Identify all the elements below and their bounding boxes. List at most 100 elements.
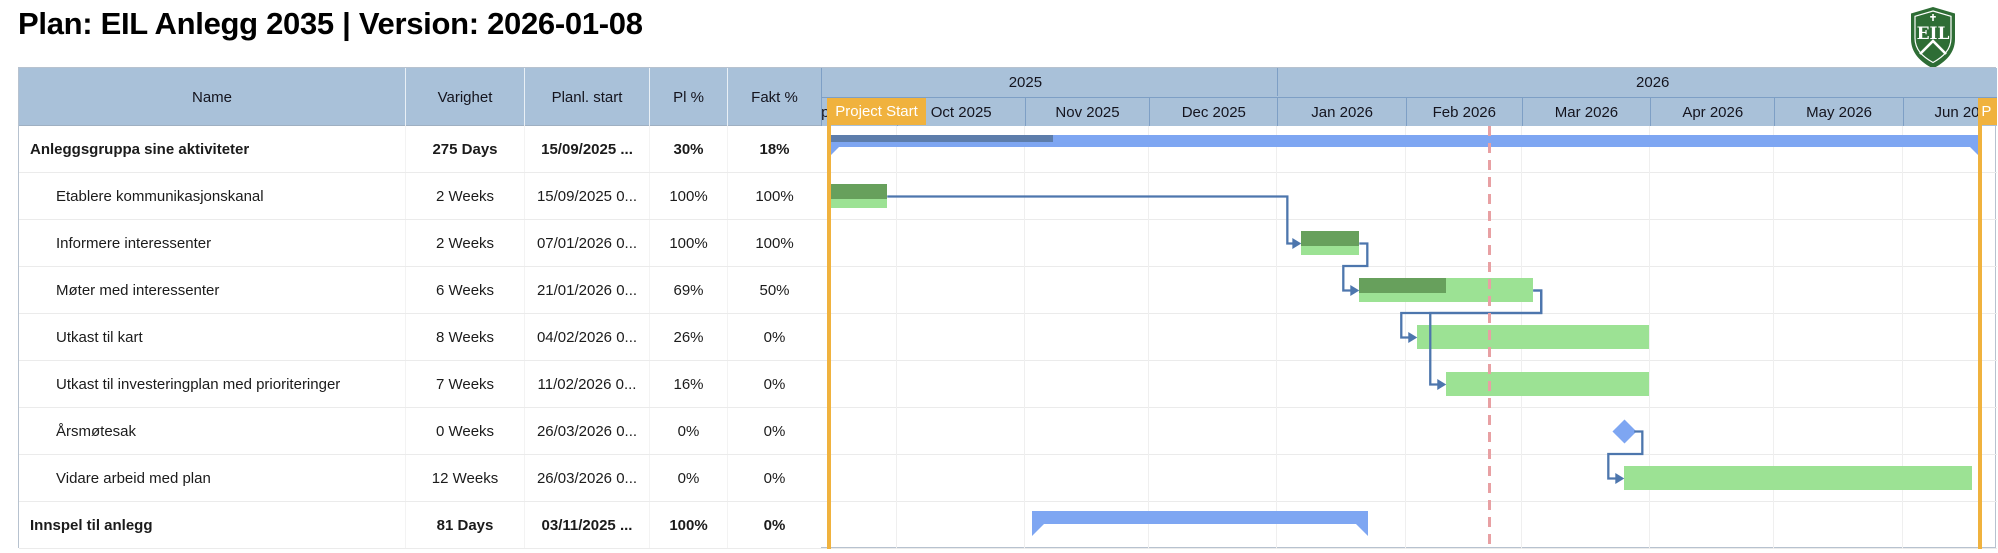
row-separator [821, 219, 1997, 220]
table-row[interactable]: Årsmøtesak 0 Weeks 26/03/2026 0... 0% 0% [19, 408, 821, 455]
task-progress [829, 184, 888, 199]
table-row[interactable]: Etablere kommunikasjonskanal 2 Weeks 15/09… [19, 173, 821, 220]
month-label[interactable]: May 2026 [1774, 98, 1902, 126]
month-label[interactable]: Nov 2025 [1024, 98, 1149, 126]
row-separator [821, 454, 1997, 455]
project-finish-label: P [1978, 98, 1997, 125]
table-row[interactable]: Møter med interessenter 6 Weeks 21/01/2026… [19, 267, 821, 314]
task-progress [1301, 231, 1360, 246]
gantt-panel: Name Varighet Planl. start Pl % Fakt % A… [18, 67, 1997, 549]
column-header-duration[interactable]: Varighet [406, 68, 525, 126]
dependency-line [1607, 430, 1644, 480]
task-bar[interactable] [1624, 466, 1973, 490]
cell-duration: 275 Days [406, 126, 525, 172]
cell-name: Anleggsgruppa sine aktiviteter [19, 126, 406, 172]
cell-name: Innspel til anlegg [19, 502, 406, 548]
summary-end-left [1032, 524, 1045, 536]
summary-end-right [1970, 147, 1981, 157]
month-gridline [1023, 126, 1025, 549]
status-date-line [1487, 126, 1491, 549]
cell-name: Årsmøtesak [19, 408, 406, 454]
cell-fakt-percent: 0% [763, 328, 786, 346]
dependency-arrowhead [1408, 332, 1418, 343]
cell-pl-percent: 100% [650, 502, 728, 548]
month-label[interactable]: Jan 2026 [1277, 98, 1405, 126]
cell-start: 26/03/2026 0... [525, 408, 650, 454]
table-row[interactable]: Anleggsgruppa sine aktiviteter 275 Days 15… [19, 126, 821, 173]
page-title: Plan: EIL Anlegg 2035 | Version: 2026-01… [18, 6, 643, 41]
gantt-rows-area [821, 126, 1997, 549]
month-gridline [895, 126, 897, 549]
month-label[interactable]: Apr 2026 [1650, 98, 1774, 126]
task-bar[interactable] [1446, 372, 1650, 396]
month-gridline [1276, 126, 1278, 549]
logo-monogram: EIL [1917, 24, 1950, 44]
table-header-row: Name Varighet Planl. start Pl % Fakt % [19, 68, 821, 126]
month-gridline [1148, 126, 1150, 549]
dependency-arrowhead [1437, 379, 1447, 390]
row-separator [821, 501, 1997, 502]
cell-duration: 0 Weeks [406, 408, 525, 454]
row-separator [821, 172, 1997, 173]
cell-fakt-percent: 0% [763, 469, 786, 487]
summary-end-right [1355, 524, 1368, 536]
month-label[interactable]: Dec 2025 [1149, 98, 1277, 126]
cell-pl-percent: 0% [650, 455, 728, 501]
cell-pl-percent: 26% [650, 314, 728, 360]
dependency-links [887, 195, 1644, 484]
cell-pl-percent: 0% [650, 408, 728, 454]
cell-start: 26/03/2026 0... [525, 455, 650, 501]
cell-name: Utkast til kart [19, 314, 406, 360]
year-header-row: 2025 2026 [822, 68, 1997, 97]
cell-duration: 12 Weeks [406, 455, 525, 501]
cell-duration: 2 Weeks [406, 173, 525, 219]
dependency-arrowhead [1350, 285, 1360, 296]
cell-fakt-percent: 0% [763, 422, 786, 440]
club-logo: EIL [1911, 7, 1955, 69]
cell-pl-percent: 16% [650, 361, 728, 407]
cell-fakt-percent: 100% [755, 234, 794, 252]
cell-start: 15/09/2025 0... [525, 173, 650, 219]
column-header-fakt[interactable]: Fakt % [751, 88, 798, 106]
row-separator [821, 360, 1997, 361]
task-bar[interactable] [829, 184, 888, 208]
project-start-line [827, 98, 832, 549]
cell-name: Informere interessenter [19, 220, 406, 266]
cell-start: 07/01/2026 0... [525, 220, 650, 266]
project-start-label: Project Start [827, 98, 926, 125]
cell-name: Etablere kommunikasjonskanal [19, 173, 406, 219]
cell-start: 11/02/2026 0... [525, 361, 650, 407]
cell-pl-percent: 100% [650, 220, 728, 266]
month-gridline [1773, 126, 1775, 549]
column-header-pl[interactable]: Pl % [650, 68, 728, 126]
cell-fakt-percent: 0% [763, 516, 786, 534]
cell-pl-percent: 100% [650, 173, 728, 219]
year-label: 2025 [821, 68, 1277, 96]
cell-fakt-percent: 0% [763, 375, 786, 393]
cell-duration: 8 Weeks [406, 314, 525, 360]
table-body: Anleggsgruppa sine aktiviteter 275 Days 15… [19, 126, 821, 549]
task-bar[interactable] [1417, 325, 1650, 349]
column-header-start[interactable]: Planl. start [525, 68, 650, 126]
table-row[interactable]: Utkast til kart 8 Weeks 04/02/2026 0... 26%… [19, 314, 821, 361]
month-label[interactable]: Feb 2026 [1405, 98, 1522, 126]
cell-fakt-percent: 50% [759, 281, 790, 299]
cell-start: 21/01/2026 0... [525, 267, 650, 313]
task-bar[interactable] [1359, 278, 1534, 302]
column-header-name[interactable]: Name [19, 68, 406, 126]
year-label: 2026 [1277, 68, 1997, 96]
row-separator [821, 548, 1997, 549]
table-row[interactable]: Vidare arbeid med plan 12 Weeks 26/03/2026… [19, 455, 821, 502]
summary-bar[interactable] [829, 135, 1981, 147]
cell-pl-percent: 30% [650, 126, 728, 172]
task-table: Name Varighet Planl. start Pl % Fakt % A… [19, 68, 821, 549]
task-bar[interactable] [1301, 231, 1360, 255]
summary-bar[interactable] [1032, 511, 1368, 524]
dependency-line [1342, 242, 1369, 292]
table-row[interactable]: Innspel til anlegg 81 Days 03/11/2025 ... 1… [19, 502, 821, 549]
table-row[interactable]: Informere interessenter 2 Weeks 07/01/2026… [19, 220, 821, 267]
month-label[interactable]: Mar 2026 [1521, 98, 1650, 126]
table-row[interactable]: Utkast til investeringplan med prioriter… [19, 361, 821, 408]
cell-start: 04/02/2026 0... [525, 314, 650, 360]
